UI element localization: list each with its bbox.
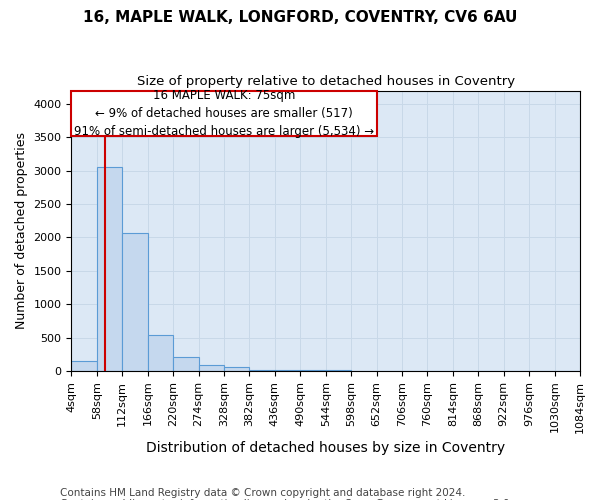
Text: Contains HM Land Registry data © Crown copyright and database right 2024.: Contains HM Land Registry data © Crown c… [60,488,466,498]
Bar [326,370,351,371]
X-axis label: Distribution of detached houses by size in Coventry: Distribution of detached houses by size … [146,441,505,455]
Bar [148,335,173,371]
Text: Contains public sector information licensed under the Open Government Licence v3: Contains public sector information licen… [60,499,513,500]
FancyBboxPatch shape [71,90,377,136]
Text: 16, MAPLE WALK, LONGFORD, COVENTRY, CV6 6AU: 16, MAPLE WALK, LONGFORD, COVENTRY, CV6 … [83,10,517,25]
Bar [173,357,199,371]
Bar [71,361,97,371]
Bar [199,366,224,371]
Bar [300,370,326,371]
Bar [97,168,122,371]
Bar [250,370,275,371]
Title: Size of property relative to detached houses in Coventry: Size of property relative to detached ho… [137,75,515,88]
Bar [122,234,148,371]
Bar [275,370,300,371]
Bar [224,368,250,371]
Text: 16 MAPLE WALK: 75sqm
← 9% of detached houses are smaller (517)
91% of semi-detac: 16 MAPLE WALK: 75sqm ← 9% of detached ho… [74,89,374,138]
Y-axis label: Number of detached properties: Number of detached properties [15,132,28,329]
